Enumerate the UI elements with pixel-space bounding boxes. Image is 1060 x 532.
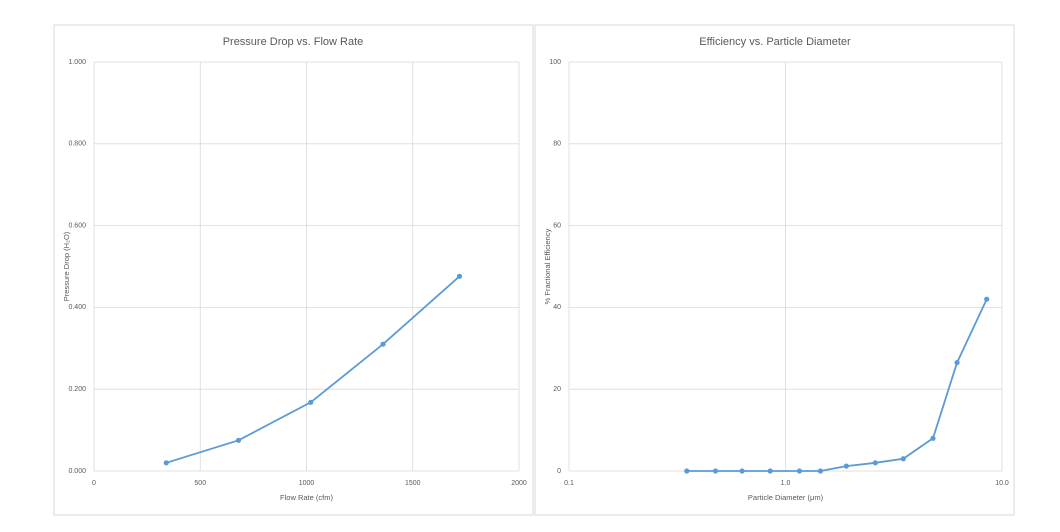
marker [872,460,878,466]
y-axis-label: % Fractional Efficiency [543,228,552,304]
y-tick-label: 80 [553,141,561,148]
x-tick-label: 10.0 [995,480,1009,487]
y-tick-label: 1.000 [68,59,86,66]
marker [712,468,719,474]
marker [739,468,745,474]
x-tick-label: 0.1 [564,480,574,487]
marker [796,468,803,474]
marker [456,273,463,279]
marker [684,468,690,474]
y-tick-label: 40 [553,304,561,311]
marker [930,435,936,441]
x-tick-label: 2000 [511,480,527,487]
marker [308,399,314,405]
chart-title: Pressure Drop vs. Flow Rate [223,36,364,48]
x-tick-label: 0 [92,480,96,487]
x-axis-label: Particle Diameter (μm) [748,493,824,502]
panel [534,24,1015,516]
x-tick-label: 1.0 [781,480,791,487]
marker [954,360,960,366]
marker [900,456,906,462]
x-tick-label: 500 [194,480,206,487]
marker [767,468,773,474]
marker [235,437,242,443]
y-tick-label: 100 [549,59,561,66]
y-tick-label: 0.800 [68,141,86,148]
y-tick-label: 60 [553,222,561,229]
x-tick-label: 1000 [299,480,315,487]
panel [53,24,534,516]
line [686,298,988,472]
x-tick-label: 1500 [405,480,421,487]
y-tick-label: 0.200 [68,386,86,393]
y-tick-label: 0 [557,468,561,475]
x-axis-label: Flow Rate (cfm) [280,493,333,502]
y-tick-label: 0.000 [68,468,86,475]
marker [817,468,824,474]
marker [163,460,169,466]
y-axis-label: Pressure Drop (H₂O) [62,231,71,301]
chart-title: Efficiency vs. Particle Diameter [699,36,851,48]
marker [380,341,386,347]
y-tick-label: 0.600 [68,222,86,229]
marker [984,296,990,302]
y-tick-label: 0.400 [68,304,86,311]
marker [843,463,849,469]
y-tick-label: 20 [553,386,561,393]
